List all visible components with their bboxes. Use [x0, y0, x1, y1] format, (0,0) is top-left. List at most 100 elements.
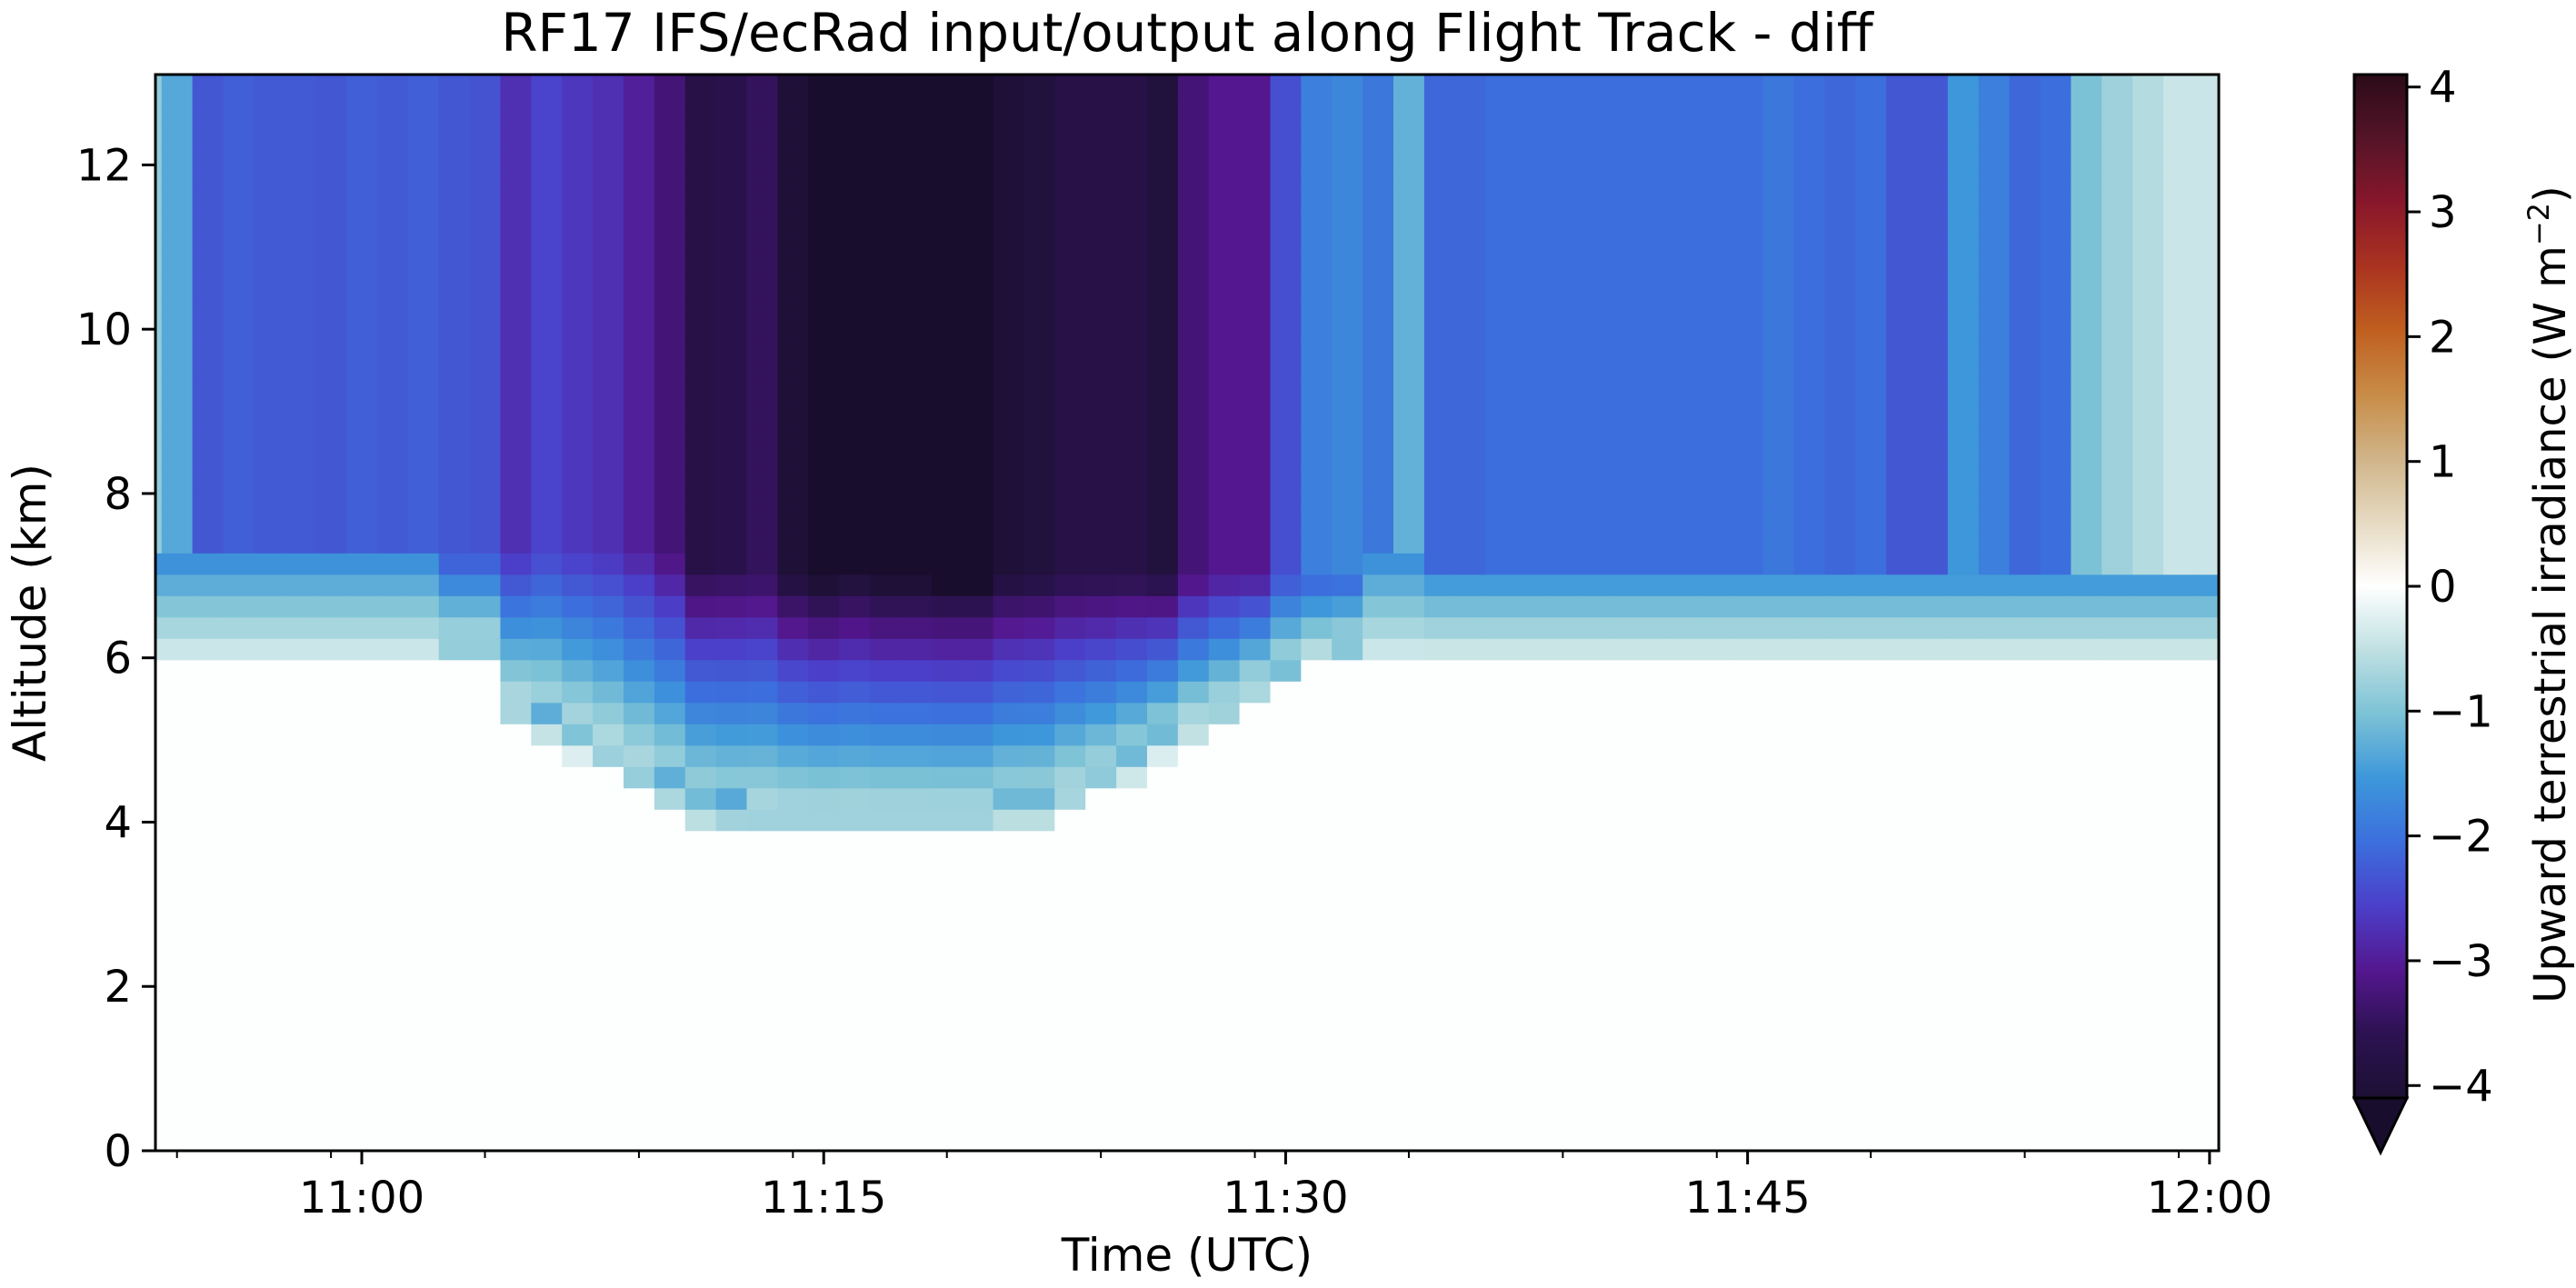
heatmap-cell	[1701, 595, 1733, 618]
heatmap-cell	[1978, 1065, 2011, 1088]
heatmap-cell	[1054, 83, 1086, 105]
heatmap-cell	[931, 616, 964, 639]
heatmap-cell	[2132, 766, 2164, 789]
heatmap-cell	[1670, 232, 1702, 255]
heatmap-cell	[900, 787, 933, 810]
heatmap-cell	[777, 1065, 810, 1088]
heatmap-cell	[2193, 275, 2220, 297]
heatmap-cell	[1270, 1001, 1303, 1023]
heatmap-cell	[315, 894, 347, 917]
heatmap-cell	[1363, 574, 1394, 596]
heatmap-cell	[1670, 296, 1702, 319]
heatmap-cell	[593, 744, 624, 767]
heatmap-cell	[1301, 125, 1333, 148]
heatmap-cell	[1793, 104, 1826, 126]
heatmap-cell	[623, 1043, 655, 1066]
heatmap-cell	[1177, 809, 1210, 832]
heatmap-cell	[1393, 724, 1425, 746]
heatmap-cell	[1301, 787, 1333, 810]
heatmap-cell	[1085, 980, 1117, 1003]
heatmap-cell	[1393, 894, 1425, 917]
heatmap-cell	[777, 616, 810, 639]
heatmap-cell	[161, 894, 194, 917]
heatmap-cell	[870, 317, 902, 340]
heatmap-cell	[593, 766, 624, 789]
heatmap-cell	[1363, 787, 1394, 810]
heatmap-cell	[870, 146, 902, 169]
heatmap-cell	[1423, 1001, 1456, 1023]
heatmap-cell	[2102, 1023, 2133, 1045]
heatmap-cell	[684, 382, 717, 404]
heatmap-cell	[777, 744, 810, 767]
heatmap-cell	[1332, 787, 1363, 810]
heatmap-cell	[715, 275, 748, 297]
heatmap-cell	[1578, 873, 1610, 895]
heatmap-cell	[777, 873, 810, 895]
heatmap-cell	[1023, 830, 1056, 853]
heatmap-cell	[684, 232, 717, 255]
heatmap-cell	[623, 360, 655, 383]
heatmap-cell	[1423, 595, 1456, 618]
heatmap-cell	[2071, 830, 2103, 853]
heatmap-cell	[746, 75, 779, 84]
heatmap-cell	[254, 724, 286, 746]
heatmap-cell	[993, 1086, 1025, 1109]
heatmap-cell	[1485, 531, 1518, 554]
heatmap-cell	[684, 681, 717, 704]
heatmap-cell	[1916, 809, 1949, 832]
heatmap-cell	[1547, 830, 1580, 853]
heatmap-cell	[1301, 958, 1333, 981]
heatmap-cell	[1978, 275, 2011, 297]
heatmap-cell	[254, 830, 286, 853]
heatmap-cell	[1762, 681, 1795, 704]
heatmap-cell	[254, 83, 286, 105]
heatmap-cell	[531, 787, 564, 810]
heatmap-cell	[993, 254, 1025, 276]
heatmap-cell	[223, 317, 255, 340]
heatmap-cell	[562, 339, 594, 362]
heatmap-cell	[161, 360, 194, 383]
heatmap-cell	[1516, 232, 1549, 255]
heatmap-cell	[654, 787, 686, 810]
heatmap-cell	[223, 809, 255, 832]
heatmap-cell	[1177, 574, 1210, 596]
heatmap-cell	[1239, 360, 1272, 383]
heatmap-cell	[1609, 958, 1641, 981]
heatmap-cell	[1793, 659, 1826, 682]
heatmap-cell	[285, 360, 316, 383]
heatmap-cell	[2009, 488, 2042, 511]
heatmap-cell	[1732, 146, 1764, 169]
heatmap-cell	[1054, 146, 1086, 169]
heatmap-cell	[1208, 681, 1241, 704]
heatmap-cell	[839, 75, 871, 84]
heatmap-cell	[346, 254, 378, 276]
heatmap-cell	[1670, 1023, 1702, 1045]
heatmap-cell	[962, 467, 994, 490]
heatmap-cell	[1054, 296, 1086, 319]
heatmap-cell	[1916, 467, 1949, 490]
heatmap-cell	[1886, 873, 1918, 895]
heatmap-cell	[808, 937, 840, 960]
heatmap-cell	[346, 830, 378, 853]
heatmap-cell	[469, 766, 502, 789]
heatmap-cell	[192, 424, 225, 447]
heatmap-cell	[870, 211, 902, 234]
heatmap-cell	[223, 254, 255, 276]
heatmap-cell	[777, 1001, 810, 1023]
heatmap-cell	[1978, 980, 2011, 1003]
heatmap-cell	[285, 1108, 316, 1131]
heatmap-cell	[654, 104, 686, 126]
heatmap-cell	[192, 296, 225, 319]
heatmap-cell	[654, 937, 686, 960]
heatmap-cell	[1023, 339, 1056, 362]
heatmap-cell	[777, 937, 810, 960]
heatmap-cell	[2193, 980, 2220, 1003]
heatmap-cell	[1978, 766, 2011, 789]
heatmap-cell	[870, 1086, 902, 1109]
heatmap-cell	[777, 553, 810, 575]
heatmap-cell	[2009, 958, 2042, 981]
heatmap-cell	[407, 211, 440, 234]
heatmap-cell	[2071, 1023, 2103, 1045]
heatmap-cell	[1239, 852, 1272, 874]
heatmap-cell	[1793, 1129, 1826, 1152]
